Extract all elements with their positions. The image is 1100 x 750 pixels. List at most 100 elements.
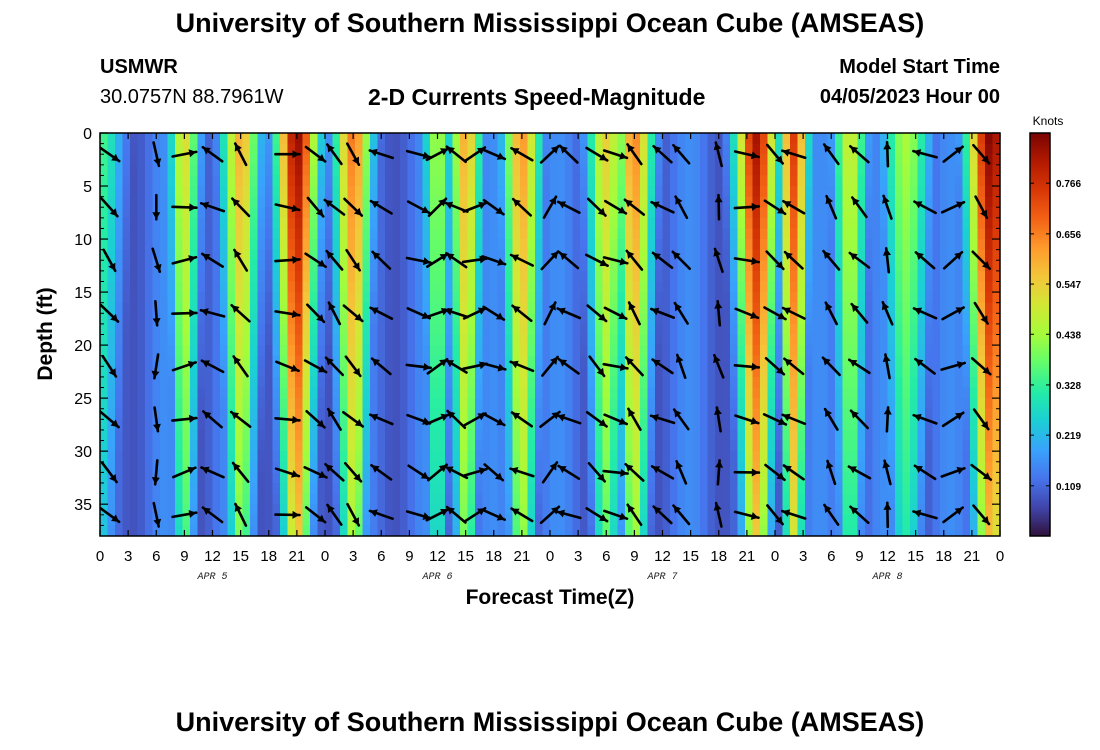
heat-cell xyxy=(910,207,919,219)
heat-cell xyxy=(647,376,656,389)
heat-cell xyxy=(467,461,476,473)
heat-cell xyxy=(490,514,499,526)
heat-cell xyxy=(227,429,236,442)
heat-cell xyxy=(355,323,364,336)
heat-cell xyxy=(325,154,334,166)
heat-cell xyxy=(242,175,251,187)
heat-cell xyxy=(610,440,619,452)
heat-cell xyxy=(812,143,821,155)
heat-cell xyxy=(880,451,889,463)
heat-cell xyxy=(340,260,349,272)
heat-cell xyxy=(115,387,124,399)
heat-cell xyxy=(520,249,529,261)
heat-cell xyxy=(925,292,934,304)
heat-cell xyxy=(557,408,566,420)
heat-cell xyxy=(347,429,356,442)
vector-head xyxy=(111,153,120,162)
heat-cell xyxy=(392,270,401,283)
heat-cell xyxy=(760,355,769,367)
heat-cell xyxy=(902,387,911,399)
heat-cell xyxy=(947,461,956,473)
heat-cell xyxy=(827,376,836,389)
heat-cell xyxy=(910,451,919,463)
heat-cell xyxy=(220,217,229,230)
heat-cell xyxy=(910,419,919,431)
heat-cell xyxy=(212,217,221,230)
heat-cell xyxy=(242,376,251,389)
heat-cell xyxy=(490,345,499,357)
heat-cell xyxy=(662,387,671,399)
heat-cell xyxy=(985,217,994,230)
heat-cell xyxy=(932,186,941,198)
heat-cell xyxy=(475,164,484,177)
heat-cell xyxy=(805,440,814,452)
heat-cell xyxy=(782,133,791,145)
heat-cell xyxy=(790,451,799,463)
heat-cell xyxy=(137,154,146,166)
heat-cell xyxy=(467,302,476,314)
heat-cell xyxy=(340,323,349,336)
heat-cell xyxy=(895,249,904,261)
heat-cell xyxy=(640,366,649,378)
heat-cell xyxy=(760,429,769,442)
heat-cell xyxy=(850,186,859,198)
heat-cell xyxy=(887,429,896,442)
heat-cell xyxy=(220,143,229,155)
vector-head xyxy=(316,419,325,428)
heat-cell xyxy=(512,366,521,378)
heat-cell xyxy=(812,249,821,261)
heat-cell xyxy=(595,429,604,442)
heat-cell xyxy=(182,461,191,473)
heat-cell xyxy=(482,419,491,431)
heat-cell xyxy=(182,504,191,516)
heat-cell xyxy=(115,472,124,484)
heat-cell xyxy=(115,525,124,536)
heat-cell xyxy=(700,313,709,325)
heat-cell xyxy=(917,228,926,240)
heat-cell xyxy=(490,154,499,166)
heat-cell xyxy=(565,249,574,261)
heat-cell xyxy=(160,398,169,410)
heat-cell xyxy=(872,387,881,399)
heat-cell xyxy=(572,451,581,463)
heat-cell xyxy=(295,461,304,473)
heat-cell xyxy=(685,334,694,346)
heat-cell xyxy=(107,345,116,357)
heat-cell xyxy=(512,419,521,431)
heat-cell xyxy=(347,355,356,367)
heat-cell xyxy=(347,175,356,187)
heat-cell xyxy=(362,472,371,484)
current-vector xyxy=(232,355,249,378)
heat-cell xyxy=(632,376,641,389)
heat-cell xyxy=(205,186,214,198)
heat-cell xyxy=(340,376,349,389)
heat-cell xyxy=(227,292,236,304)
heat-cell xyxy=(467,355,476,367)
heat-cell xyxy=(812,472,821,484)
heat-cell xyxy=(535,281,544,293)
heat-cell xyxy=(707,313,716,325)
current-vector xyxy=(199,201,226,213)
heat-cell xyxy=(145,302,154,314)
heat-cell xyxy=(572,504,581,516)
heat-cell xyxy=(385,493,394,505)
heat-cell xyxy=(895,419,904,431)
heat-cell xyxy=(902,239,911,251)
vector-head xyxy=(233,463,241,471)
heat-cell xyxy=(632,196,641,208)
heat-cell xyxy=(467,143,476,155)
heat-cell xyxy=(610,323,619,336)
heat-cell xyxy=(992,440,1000,452)
heat-cell xyxy=(640,323,649,336)
heat-cell xyxy=(835,143,844,155)
heat-cell xyxy=(130,345,139,357)
heat-cell xyxy=(542,292,551,304)
heat-cell xyxy=(220,334,229,346)
heat-cell xyxy=(310,376,319,389)
heat-cell xyxy=(647,292,656,304)
heat-cell xyxy=(475,313,484,325)
heat-cell xyxy=(895,143,904,155)
heat-cell xyxy=(760,133,769,145)
heat-cell xyxy=(610,217,619,230)
heat-cell xyxy=(692,376,701,389)
